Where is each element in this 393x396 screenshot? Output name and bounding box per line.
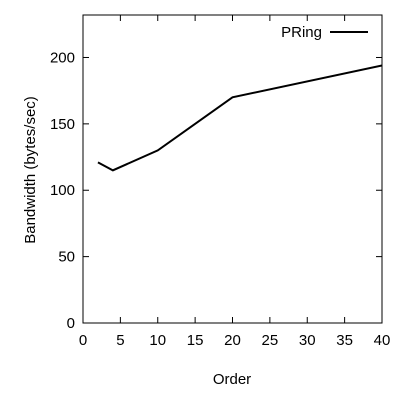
- y-tick-label: 150: [50, 116, 75, 133]
- x-tick-label: 25: [262, 332, 279, 349]
- series-lines: [97, 64, 383, 172]
- x-tick-label: 10: [149, 332, 166, 349]
- x-axis-ticks: 0 5 10 15 20 25 30 35 40: [79, 15, 391, 349]
- x-tick-label: 20: [224, 332, 241, 349]
- x-tick-label: 15: [187, 332, 204, 349]
- y-tick-label: 100: [50, 182, 75, 199]
- plot-area-frame: [82, 14, 383, 324]
- series-line-pring: [97, 64, 383, 172]
- x-axis-label: Order: [213, 371, 251, 388]
- y-axis-label: Bandwidth (bytes/sec): [22, 96, 39, 244]
- legend: PRing: [281, 24, 368, 41]
- x-tick-label: 5: [116, 332, 124, 349]
- y-tick-label: 50: [58, 249, 75, 266]
- legend-label-pring: PRing: [281, 24, 322, 41]
- y-tick-label: 200: [50, 49, 75, 66]
- x-tick-label: 40: [374, 332, 391, 349]
- x-tick-label: 35: [336, 332, 353, 349]
- x-tick-label: 0: [79, 332, 87, 349]
- y-axis-ticks: 0 50 100 150 200: [50, 49, 382, 332]
- x-tick-label: 30: [299, 332, 316, 349]
- y-tick-label: 0: [67, 315, 75, 332]
